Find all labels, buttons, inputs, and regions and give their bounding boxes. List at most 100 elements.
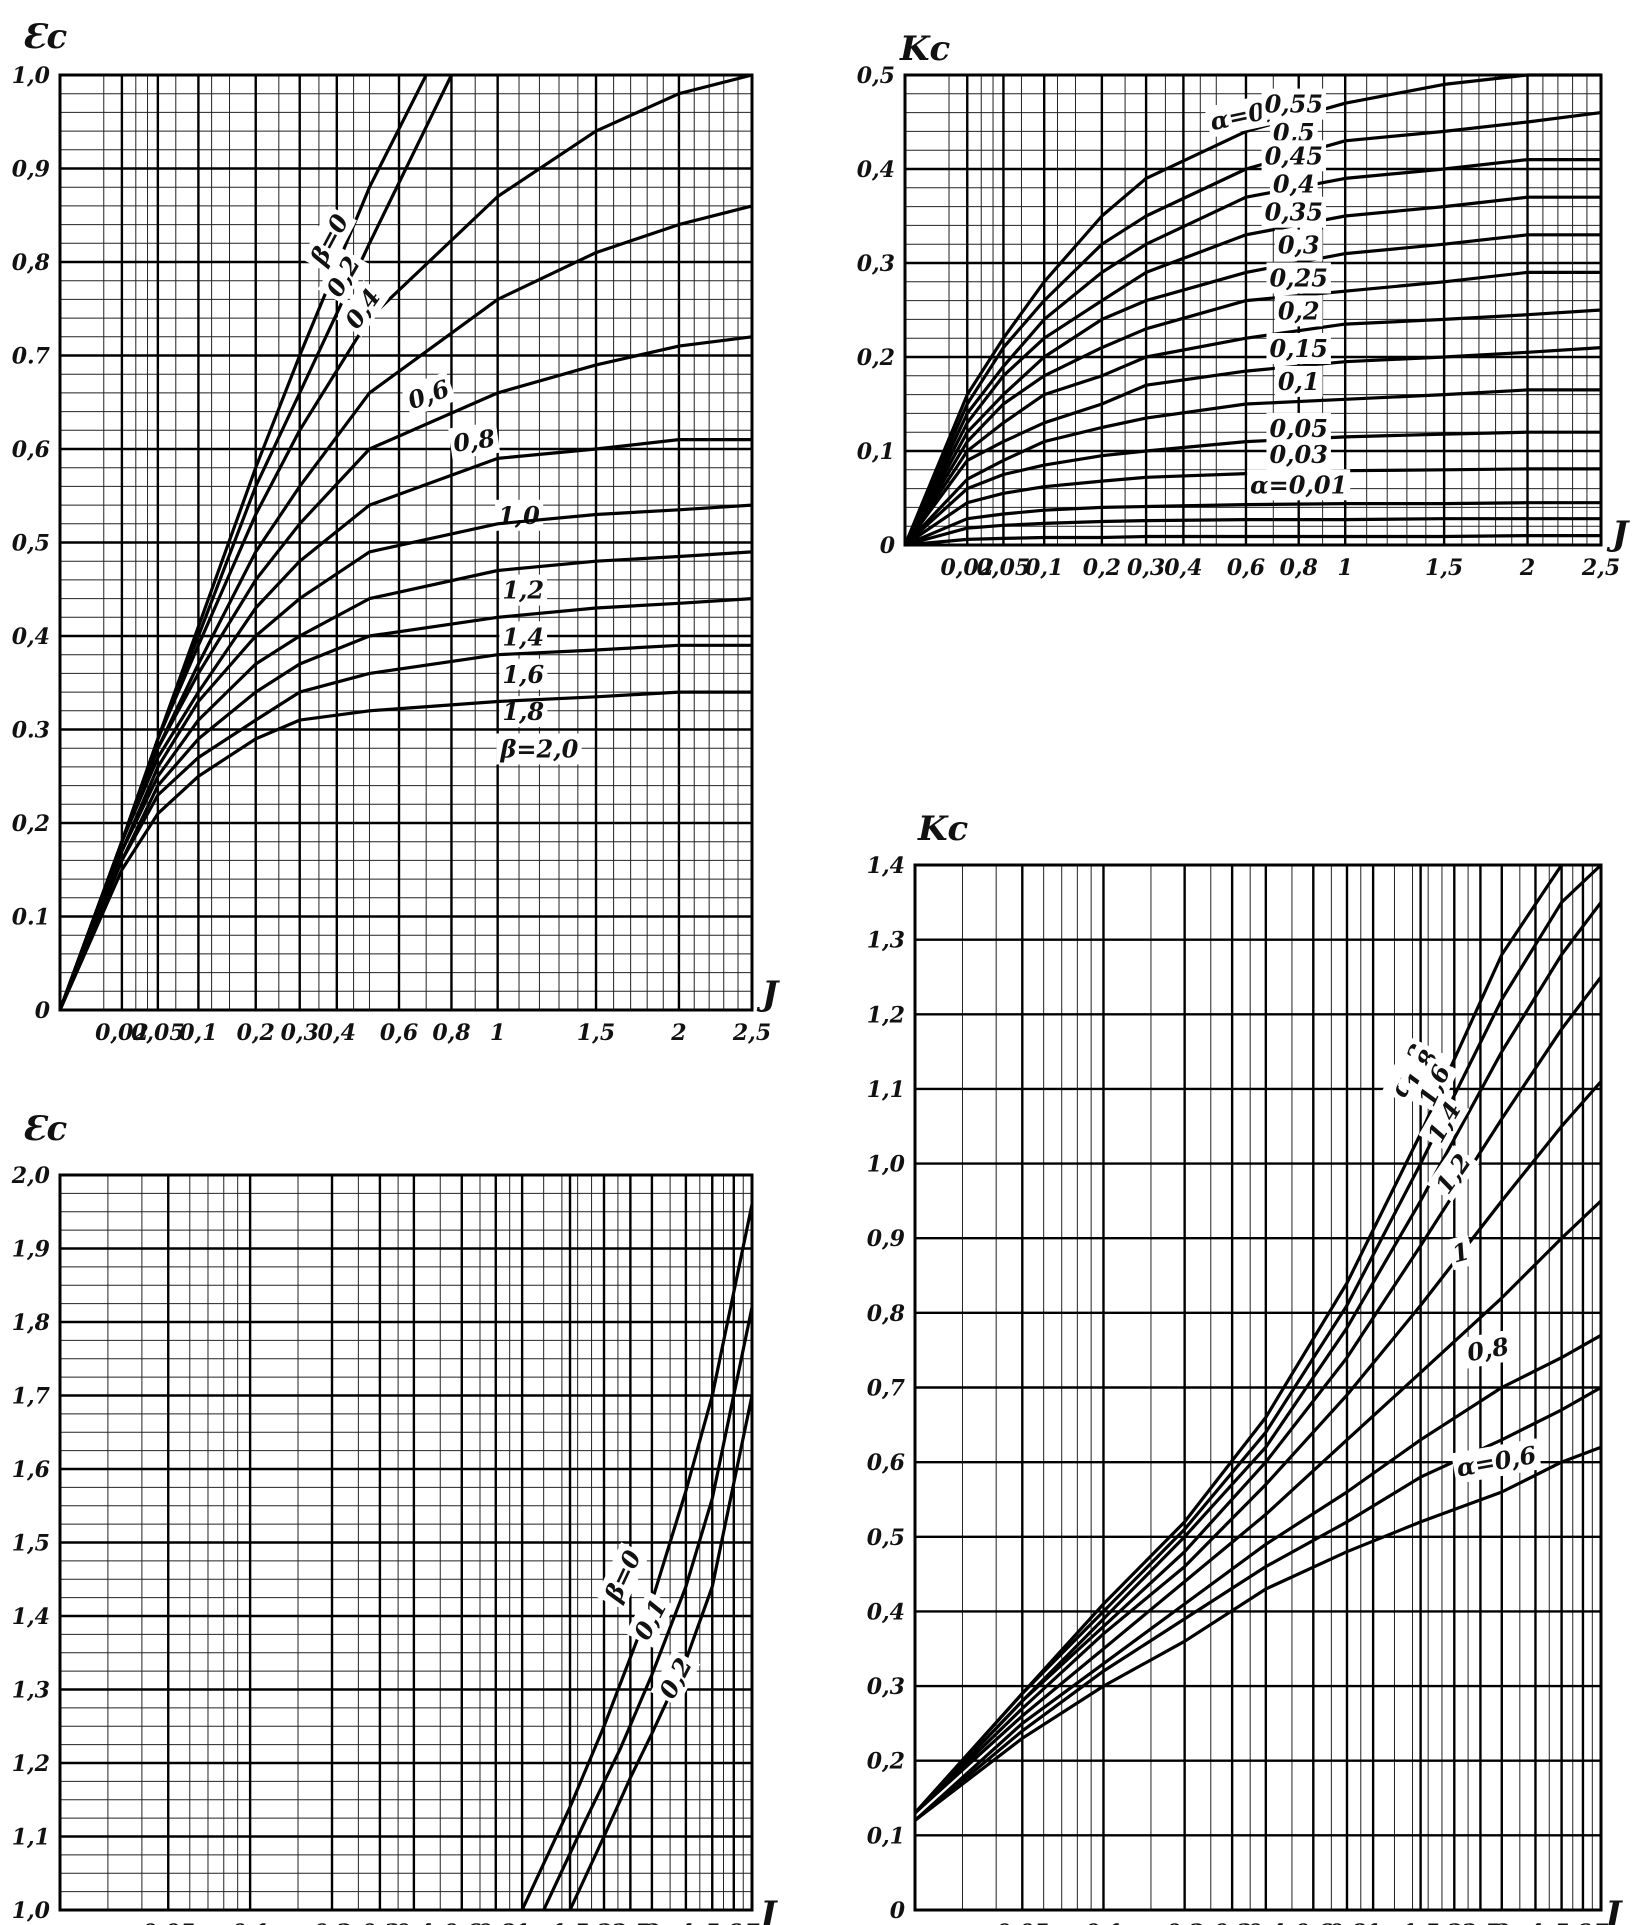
- kc-high-grid: [914, 863, 1603, 1912]
- ec-low-series-9-line: [58, 643, 752, 1011]
- kc-low-series-11-label: 0,05: [1269, 414, 1327, 443]
- ec-low-series-4-line: [58, 335, 753, 1011]
- ec-low-series-3-line: [58, 204, 753, 1011]
- kc-low-series-5-line: [903, 270, 1601, 546]
- ec-high-series-1-label-group: 0,1: [625, 1591, 676, 1648]
- ec-high-y-tick-label: 1,6: [12, 1457, 50, 1483]
- kc-low-series-8-label-bg: [1274, 295, 1323, 327]
- ec-high-y-tick-label: 1,0: [12, 1898, 51, 1924]
- kc-low-x-tick-label: 0,1: [1025, 555, 1063, 581]
- ec-low-series-8-label: 1,6: [502, 660, 544, 689]
- kc-high-x-tick-label: 7: [1593, 1920, 1609, 1925]
- kc-low-series-8-label-group: 0,2: [1274, 295, 1323, 327]
- ec-high-x-tick-label: 0,6: [443, 1920, 481, 1925]
- kc-low-x-tick-label: 0,8: [1280, 555, 1318, 581]
- chart-panel-ec-high: Ɛc J 1,01,11,21,31,41,51,61,71,81,92,00,…: [11, 1109, 778, 1925]
- kc-high-series-2-line: [913, 901, 1603, 1815]
- kc-high-series-6-label-group: 0,8: [1461, 1329, 1515, 1369]
- ec-high-x-tick-label: 1,5: [551, 1920, 589, 1925]
- kc-low-series-10-label: 0,1: [1278, 367, 1320, 396]
- ec-high-x-tick-label: 2: [595, 1920, 611, 1925]
- kc-low-series-11-label-bg: [1266, 412, 1331, 444]
- ec-low-series-5-label: 1,0: [498, 501, 540, 530]
- ec-low-series-4-label: 0,8: [451, 423, 497, 458]
- kc-high-series-5-label-bg: [1445, 1234, 1476, 1271]
- kc-high-series-1-line: [913, 863, 1603, 1815]
- ec-high-y-tick-label: 1,9: [12, 1237, 50, 1263]
- ec-low-series-7-label-group: 1,4: [499, 621, 548, 653]
- kc-high-y-tick-label: 0: [890, 1898, 906, 1924]
- kc-low-x-tick-label: 0,6: [1227, 555, 1265, 581]
- ec-low-frame: [58, 73, 754, 1012]
- ec-low-series-5-line: [58, 438, 752, 1011]
- kc-high-y-tick-label: 0,8: [867, 1301, 905, 1327]
- ec-high-y-tick-label: 1,8: [12, 1310, 50, 1336]
- kc-high-series-3-line: [913, 976, 1603, 1815]
- ec-low-x-tick-label: 0,6: [380, 1020, 418, 1046]
- kc-high-x-tick-label: 2: [1446, 1920, 1462, 1925]
- kc-high-x-tick-label: 3: [1494, 1920, 1509, 1925]
- kc-high-series-8-label-bg: [1451, 1438, 1542, 1484]
- kc-high-y-tick-label: 1,2: [867, 1002, 905, 1028]
- kc-low-series-0-line: [903, 73, 1601, 546]
- kc-low-series-13-label: α=0,01: [1250, 470, 1347, 499]
- kc-high-series-4-label: 1,2: [1429, 1148, 1477, 1199]
- kc-low-series-9-label: 0,15: [1269, 334, 1327, 363]
- ec-high-y-tick-label: 1,1: [12, 1825, 50, 1851]
- kc-high-y-tick-label: 0,4: [867, 1599, 905, 1625]
- kc-low-series-3-label-group: 0,45: [1261, 140, 1327, 172]
- kc-low-x-tick-label: 1,5: [1425, 555, 1463, 581]
- ec-high-x-tick-label: 4: [678, 1920, 693, 1925]
- ec-low-x-tick-label: 0,4: [318, 1020, 356, 1046]
- kc-low-y-tick-label: 0,2: [857, 345, 895, 371]
- ec-low-y-tick-label: 0,9: [12, 157, 50, 183]
- kc-low-x-tick-label: 1: [1338, 555, 1353, 581]
- kc-high-x-tick-label: 0,2: [1166, 1920, 1204, 1925]
- kc-high-x-tick-label: 0,3: [1213, 1920, 1251, 1925]
- kc-low-series-1-label-group: 0,55: [1261, 88, 1327, 120]
- kc-high-series-2-label-bg: [1410, 1056, 1459, 1114]
- kc-high-series-4-line: [913, 1080, 1603, 1815]
- kc-high-series-4-label-bg: [1426, 1145, 1480, 1203]
- kc-low-series-3-line: [903, 195, 1601, 546]
- ec-low-y-tick-label: 0,4: [12, 624, 50, 650]
- ec-low-series-8-label-bg: [499, 658, 548, 690]
- kc-low-series-6-label: 0,3: [1278, 231, 1320, 260]
- ec-low-x-tick-label: 1,5: [577, 1020, 615, 1046]
- kc-high-x-tick-label: 0,05: [996, 1920, 1050, 1925]
- kc-low-series-1-label: 0,55: [1265, 90, 1323, 119]
- kc-low-y-tick-label: 0,5: [857, 63, 895, 89]
- kc-high-y-tick-label: 0,7: [867, 1376, 906, 1402]
- ec-high-series-1-label-bg: [625, 1591, 676, 1648]
- chart-panel-kc-low: Kc J 00,10,20,30,40,50,020,050,1 0,2 0,3 0,…: [857, 29, 1630, 581]
- kc-high-y-tick-label: 0,2: [867, 1749, 905, 1775]
- kc-low-y-tick-label: 0,3: [857, 251, 895, 277]
- kc-high-y-tick-label: 1,3: [867, 928, 905, 954]
- kc-high-y-tick-label: 0,3: [867, 1674, 905, 1700]
- kc-low-series-12-label-bg: [1266, 439, 1331, 471]
- kc-low-series-13-label-group: α=0,01: [1247, 469, 1351, 501]
- kc-high-series-6-label-bg: [1461, 1329, 1515, 1369]
- kc-high-series-3-label-bg: [1418, 1093, 1470, 1151]
- kc-low-series-11-line: [904, 501, 1601, 547]
- ec-high-y-tick-label: 1,7: [12, 1384, 51, 1410]
- kc-low-series-7-label: 0,25: [1269, 264, 1327, 293]
- kc-high-series-4-label-group: 1,2: [1426, 1145, 1480, 1203]
- kc-high-x-tick-label: 1: [1365, 1920, 1380, 1925]
- ec-high-x-tick-label: 7: [744, 1920, 760, 1925]
- ec-high-x-tick-label: 0,05: [141, 1920, 195, 1925]
- kc-low-series-10-line: [904, 467, 1601, 547]
- ec-high-x-tick-label: 0,1: [231, 1920, 269, 1925]
- kc-high-series-8-line: [914, 1445, 1602, 1822]
- kc-high-x-tick-label: 0,6: [1294, 1920, 1332, 1925]
- ec-low-series-1-label-bg: [317, 248, 369, 305]
- ec-low-series-4-label-group: 0,8: [448, 421, 501, 460]
- ec-low-y-tick-label: 0.1: [12, 905, 50, 931]
- ec-low-series-8-line: [58, 597, 753, 1011]
- kc-high-x-tick-label: 2,5: [1460, 1920, 1499, 1925]
- kc-low-series-9-label-group: 0,15: [1266, 333, 1331, 364]
- ec-low-y-tick-label: 0,5: [12, 531, 50, 557]
- ec-high-series-1-line: [542, 1306, 754, 1911]
- kc-high-y-tick-label: 0,9: [867, 1226, 905, 1252]
